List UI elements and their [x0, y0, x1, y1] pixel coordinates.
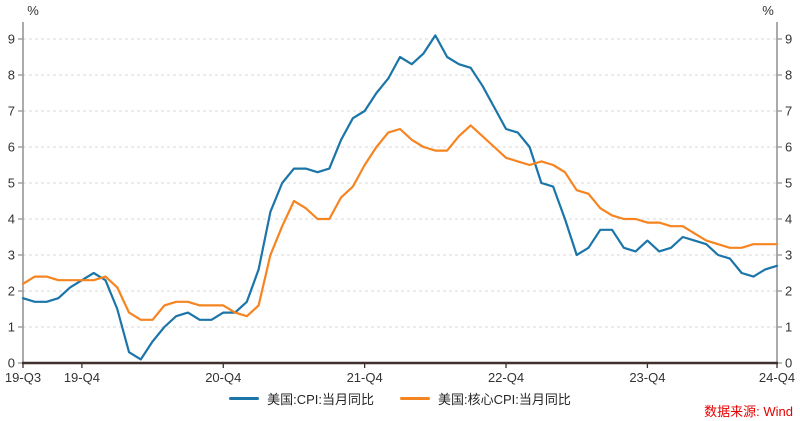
- svg-text:9: 9: [785, 32, 792, 47]
- svg-text:22-Q4: 22-Q4: [488, 370, 524, 385]
- svg-text:8: 8: [8, 68, 15, 83]
- legend-item-us-cpi: 美国:CPI:当月同比: [229, 389, 374, 408]
- svg-text:%: %: [762, 3, 774, 18]
- svg-text:5: 5: [785, 176, 792, 191]
- svg-text:20-Q4: 20-Q4: [205, 370, 241, 385]
- svg-text:3: 3: [785, 248, 792, 263]
- svg-text:21-Q4: 21-Q4: [347, 370, 383, 385]
- svg-text:7: 7: [8, 104, 15, 119]
- svg-text:2: 2: [785, 284, 792, 299]
- svg-text:19-Q4: 19-Q4: [64, 370, 100, 385]
- svg-text:8: 8: [785, 68, 792, 83]
- us-cpi-legend-label: 美国:CPI:当月同比: [267, 392, 374, 407]
- svg-text:19-Q3: 19-Q3: [5, 370, 41, 385]
- svg-text:0: 0: [8, 356, 15, 371]
- svg-text:9: 9: [8, 32, 15, 47]
- svg-text:24-Q4: 24-Q4: [759, 370, 795, 385]
- cpi-line-chart: 0 0 1 1 2 2 3 3 4 4 5 5 6 6 7 7 8 8 9 9% % 19-Q3 19-Q4 20-Q4 21-…: [5, 3, 795, 385]
- svg-text:4: 4: [8, 212, 15, 227]
- legend-item-us-core-cpi: 美国:核心CPI:当月同比: [400, 389, 571, 408]
- svg-text:7: 7: [785, 104, 792, 119]
- us-core-cpi-legend-label: 美国:核心CPI:当月同比: [438, 392, 571, 407]
- svg-text:4: 4: [785, 212, 792, 227]
- chart-legend: 美国:CPI:当月同比 美国:核心CPI:当月同比: [0, 389, 800, 408]
- data-source-label: 数据来源: Wind: [704, 404, 793, 419]
- svg-text:23-Q4: 23-Q4: [629, 370, 665, 385]
- svg-text:%: %: [27, 3, 39, 18]
- svg-text:0: 0: [785, 356, 792, 371]
- svg-text:6: 6: [785, 140, 792, 155]
- us-cpi-line-swatch: [229, 397, 260, 400]
- svg-text:6: 6: [8, 140, 15, 155]
- svg-text:1: 1: [8, 320, 15, 335]
- svg-text:5: 5: [8, 176, 15, 191]
- us-core-cpi-line-swatch: [400, 397, 430, 400]
- svg-text:3: 3: [8, 248, 15, 263]
- svg-text:1: 1: [785, 320, 792, 335]
- svg-text:2: 2: [8, 284, 15, 299]
